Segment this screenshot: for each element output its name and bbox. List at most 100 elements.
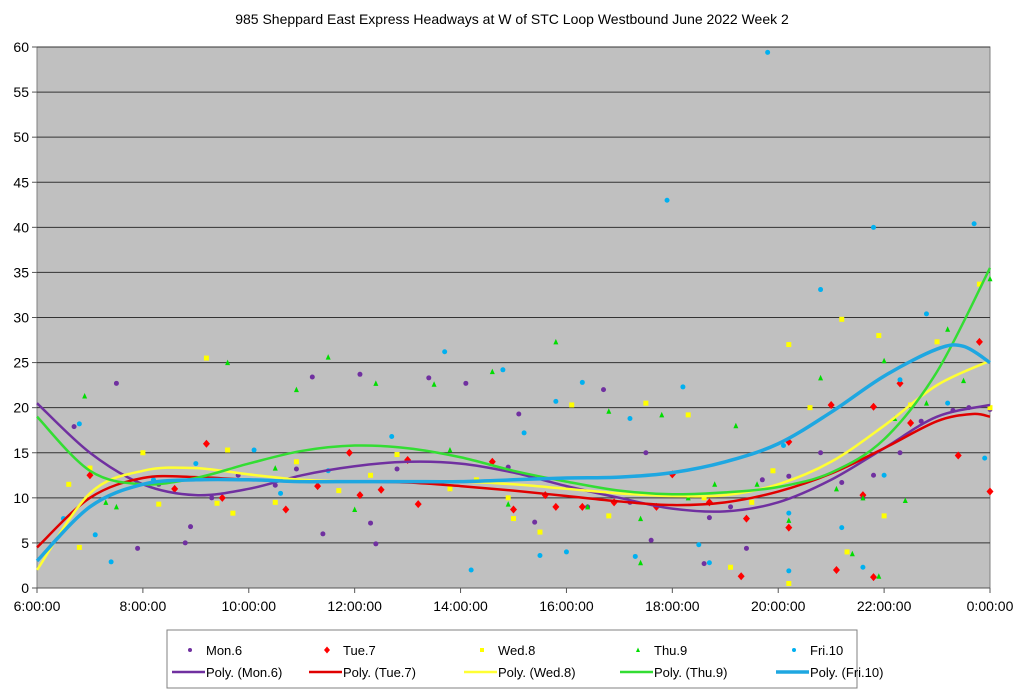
- data-point: [606, 513, 612, 519]
- y-tick-label: 35: [13, 264, 29, 280]
- legend: Mon.6 Tue.7 Wed.8 Thu.9 Fri.10 Poly. (Mon.6) P…: [166, 629, 883, 689]
- legend-marker: [188, 648, 192, 652]
- data-point: [113, 380, 119, 386]
- data-point: [871, 472, 877, 478]
- data-point: [193, 461, 199, 467]
- data-point: [516, 411, 522, 417]
- legend-label: Poly. (Tue.7): [343, 665, 416, 680]
- data-point: [468, 567, 474, 573]
- data-point: [839, 316, 845, 322]
- data-point: [870, 573, 878, 582]
- data-point: [426, 375, 432, 381]
- data-point: [982, 455, 988, 461]
- data-point: [373, 380, 379, 386]
- data-point: [945, 326, 951, 332]
- data-point: [356, 491, 364, 500]
- data-point: [320, 531, 326, 537]
- data-point: [685, 494, 691, 501]
- data-point: [373, 541, 379, 547]
- data-point: [511, 516, 516, 522]
- data-point: [860, 564, 866, 570]
- data-point: [849, 550, 855, 557]
- data-point: [664, 197, 670, 203]
- data-point: [76, 421, 82, 427]
- x-tick-label: 0:00:00: [967, 598, 1014, 614]
- data-point: [585, 503, 591, 510]
- data-point: [578, 502, 586, 511]
- data-point: [510, 505, 517, 514]
- y-tick-label: 20: [13, 400, 29, 416]
- data-point: [902, 497, 908, 504]
- y-tick-label: 10: [13, 490, 29, 506]
- y-tick-label: 50: [13, 129, 29, 145]
- data-point: [272, 482, 278, 488]
- data-point: [759, 477, 765, 483]
- data-point: [368, 472, 374, 478]
- data-point: [627, 415, 633, 421]
- data-point: [278, 490, 284, 496]
- data-point: [638, 559, 644, 566]
- legend-label: Tue.7: [343, 643, 376, 658]
- legend-label: Poly. (Mon.6): [206, 665, 282, 680]
- data-point: [537, 553, 543, 559]
- y-tick-label: 30: [13, 310, 29, 326]
- trendline: [35, 343, 991, 563]
- data-point: [182, 540, 188, 546]
- data-point: [638, 515, 644, 522]
- data-point: [839, 525, 845, 531]
- data-point: [954, 451, 962, 460]
- data-point: [827, 400, 835, 409]
- data-point: [643, 450, 649, 456]
- legend-label: Fri.10: [810, 643, 843, 658]
- data-point: [293, 386, 299, 393]
- data-point: [807, 405, 813, 411]
- data-point: [786, 510, 792, 516]
- data-point: [923, 400, 929, 406]
- data-point: [489, 368, 495, 375]
- data-point: [918, 418, 924, 424]
- y-tick-label: 45: [13, 174, 29, 190]
- data-point: [553, 398, 559, 404]
- legend-marker: [480, 648, 484, 652]
- y-tick-label: 40: [13, 219, 29, 235]
- data-point: [923, 311, 929, 317]
- data-point: [976, 281, 982, 287]
- y-tick-label: 60: [13, 39, 29, 55]
- data-point: [336, 488, 342, 494]
- x-tick-label: 8:00:00: [120, 598, 167, 614]
- data-point: [113, 503, 119, 510]
- data-point: [786, 580, 792, 586]
- data-point: [971, 221, 977, 227]
- legend-label: Mon.6: [206, 643, 242, 658]
- data-point: [156, 501, 162, 507]
- data-point: [505, 495, 511, 501]
- x-tick-label: 22:00:00: [857, 598, 912, 614]
- data-point: [66, 481, 72, 487]
- data-point: [833, 485, 839, 492]
- data-point: [218, 493, 226, 502]
- data-point: [818, 374, 824, 381]
- data-point: [685, 412, 691, 418]
- data-point: [749, 499, 755, 505]
- data-point: [606, 408, 612, 414]
- data-point: [71, 424, 77, 430]
- data-point: [579, 379, 585, 385]
- data-point: [781, 443, 787, 449]
- data-point: [648, 537, 654, 543]
- legend-label: Poly. (Fri.10): [810, 665, 883, 680]
- data-point: [442, 349, 448, 355]
- data-point: [765, 49, 771, 55]
- data-point: [309, 374, 315, 380]
- data-point: [986, 487, 994, 496]
- data-point: [521, 430, 527, 436]
- series-thu-9: [82, 275, 993, 579]
- data-point: [897, 377, 903, 383]
- data-point: [532, 519, 538, 525]
- data-point: [394, 452, 400, 458]
- legend-marker: [792, 648, 796, 652]
- legend-marker: [636, 647, 640, 652]
- x-tick-label: 20:00:00: [751, 598, 806, 614]
- data-point: [282, 505, 290, 514]
- y-tick-label: 25: [13, 355, 29, 371]
